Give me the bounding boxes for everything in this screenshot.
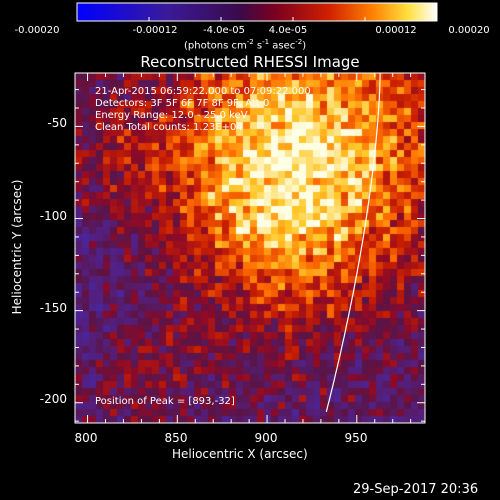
colorbar-tick-label: 0.00012 xyxy=(375,25,417,36)
axis-ticks xyxy=(75,73,425,423)
plot-border xyxy=(74,72,426,424)
colorbar-unit-label: (photons cm-2 s-1 asec-2) xyxy=(184,38,307,52)
colorbar xyxy=(76,2,438,22)
y-tick-label: -50 xyxy=(47,116,67,130)
colorbar-tick-label: -0.00012 xyxy=(132,25,178,36)
x-tick-label: 850 xyxy=(164,431,188,445)
y-axis-title: Heliocentric Y (arcsec) xyxy=(10,179,24,315)
y-tick-label: -200 xyxy=(39,392,67,406)
chart-title: Reconstructed RHESSI Image xyxy=(140,53,360,71)
heatmap-image xyxy=(75,73,425,423)
x-tick-label: 950 xyxy=(344,431,368,445)
annotation-energy: Energy Range: 12.0 - 25.0 keV xyxy=(95,110,248,121)
solar-limb-line xyxy=(325,73,381,413)
colorbar-tick-label: -4.0e-05 xyxy=(203,25,245,36)
x-axis-title: Heliocentric X (arcsec) xyxy=(172,447,308,461)
colorbar-tick-label: 0.00020 xyxy=(448,25,490,36)
colorbar-tick-label: 4.0e-05 xyxy=(268,25,308,36)
y-tick-label: -100 xyxy=(39,209,67,223)
colorbar-gradient xyxy=(76,2,438,22)
colorbar-tick-label: -0.00020 xyxy=(14,25,60,36)
annotation-peak: Position of Peak = [893,-32] xyxy=(95,396,235,407)
annotation-clean: Clean Total counts: 1.23E+04 xyxy=(95,122,243,133)
x-tick-label: 800 xyxy=(74,431,98,445)
footer-timestamp: 29-Sep-2017 20:36 xyxy=(353,482,479,497)
x-tick-label: 900 xyxy=(254,431,278,445)
colorbar-ticks xyxy=(76,17,438,21)
annotation-time-range: 21-Apr-2015 06:59:22.000 to 07:09:22.000 xyxy=(95,86,311,97)
annotation-detectors: Detectors: 3F 5F 6F 7F 8F 9F, Att 0 xyxy=(95,98,270,109)
y-tick-label: -150 xyxy=(39,301,67,315)
